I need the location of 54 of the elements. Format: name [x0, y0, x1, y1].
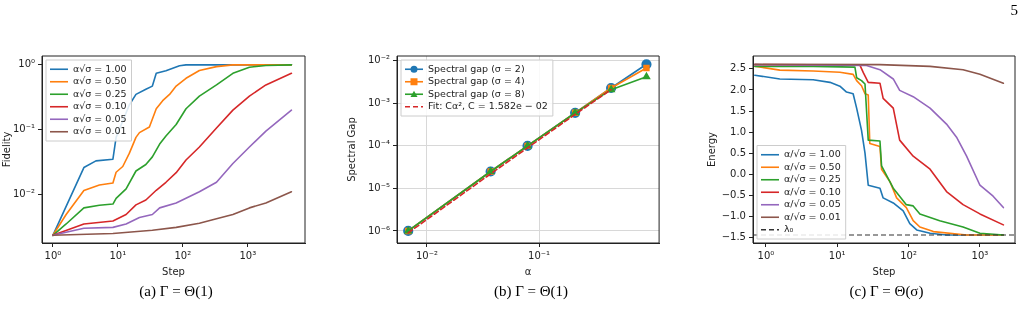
y-tick-label: 10⁻² [12, 188, 35, 200]
legend-label: α/√σ = 0.05 [784, 198, 841, 210]
y-tick-label: 10⁻² [367, 54, 390, 66]
legend-label: α√σ = 1.00 [73, 62, 127, 74]
y-tick-label: 2.0 [730, 83, 746, 95]
y-tick-label: −1.0 [721, 210, 746, 222]
text: (a) Γ = Θ(1) [138, 283, 214, 300]
legend-label: Spectral gap (σ = 4) [428, 75, 525, 87]
y-tick-label: 0.0 [730, 167, 746, 179]
y-tick-label: 10⁻¹ [12, 123, 35, 135]
y-tick-label: 1.0 [730, 125, 746, 137]
y-axis-title: Energy [705, 131, 717, 168]
y-tick-label: −1.5 [721, 231, 746, 243]
legend-label: α/√σ = 1.00 [784, 148, 841, 160]
y-tick-label: 2.5 [730, 62, 746, 74]
x-tick-label: 10³ [239, 249, 257, 261]
x-tick-label: 10¹ [109, 249, 127, 261]
x-tick-label: 10⁻¹ [528, 249, 551, 261]
y-tick-label: 10⁻⁴ [367, 139, 390, 151]
legend-label: α√σ = 0.50 [73, 75, 127, 87]
x-axis-title: α [524, 265, 532, 277]
y-tick-label: 10⁰ [18, 58, 35, 70]
legend-label: α/√σ = 0.25 [784, 173, 841, 185]
x-tick-label: 10³ [971, 249, 989, 261]
legend-label: α/√σ = 0.50 [784, 160, 841, 172]
legend-label: α√σ = 0.25 [73, 87, 127, 99]
x-tick-label: 10⁻² [415, 249, 438, 261]
x-tick-label: 10⁰ [44, 249, 62, 261]
legend-label: Fit: Cα², C = 1.582e − 02 [428, 100, 548, 112]
legend-label: α/√σ = 0.01 [784, 210, 841, 222]
y-tick-label: 10⁻⁵ [367, 182, 390, 193]
y-tick-label: 1.5 [730, 104, 746, 116]
y-tick-label: 0.5 [730, 146, 746, 158]
x-tick-label: 10⁰ [757, 249, 775, 261]
text: (b) Γ = Θ(1) [492, 283, 570, 300]
legend-label: Spectral gap (σ = 8) [428, 87, 525, 99]
text: 5 [1010, 2, 1018, 19]
legend-label: α√σ = 0.10 [73, 100, 127, 112]
legend-label: α√σ = 0.01 [73, 125, 127, 137]
x-axis-title: Step [162, 265, 185, 277]
x-tick-label: 10² [900, 249, 917, 261]
y-axis-title: Spectral Gap [345, 117, 357, 182]
y-tick-label: 10⁻³ [367, 96, 390, 108]
legend-label: α√σ = 0.05 [73, 112, 127, 124]
x-tick-label: 10² [174, 249, 192, 261]
y-tick-label: −0.5 [721, 188, 746, 200]
y-axis-title: Fidelity [0, 131, 12, 168]
legend-label: α/√σ = 0.10 [784, 185, 841, 197]
legend-label: Spectral gap (σ = 2) [428, 62, 525, 74]
y-tick-label: 10⁻⁶ [367, 224, 390, 236]
x-axis-title: Step [872, 265, 896, 277]
text: (c) Γ = Θ(σ) [848, 283, 925, 300]
x-tick-label: 10¹ [828, 249, 846, 261]
ref-line-label: λ₀ [784, 223, 794, 235]
